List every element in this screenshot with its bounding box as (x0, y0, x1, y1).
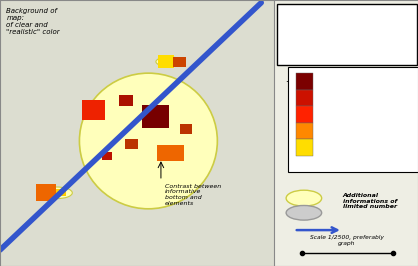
Bar (36, 184, 56, 201)
Bar (56, 189, 66, 196)
Text: Legend:
- With 5 classes,
- Range of only
one color,
- In red
- In order of
decr: Legend: - With 5 classes, - Range of onl… (317, 70, 368, 122)
Bar (296, 139, 313, 156)
Ellipse shape (156, 57, 183, 66)
Bar (125, 139, 138, 149)
Text: -: - (288, 143, 291, 152)
FancyBboxPatch shape (277, 4, 417, 65)
Ellipse shape (286, 190, 321, 206)
Bar (180, 124, 192, 134)
Bar (296, 106, 313, 123)
Bar (157, 145, 184, 161)
Bar (173, 57, 186, 67)
Text: +: + (285, 77, 291, 86)
Bar (102, 152, 112, 160)
Bar (274, 0, 418, 266)
Text: Contrast between
informative
bottom and
elements: Contrast between informative bottom and … (165, 184, 222, 206)
Ellipse shape (41, 187, 72, 199)
Text: Background of
map:
of clear and
"realistic" color: Background of map: of clear and "realist… (6, 8, 60, 35)
Bar (296, 73, 313, 90)
Bar (142, 105, 169, 128)
Text: Additional
informations of
limited number: Additional informations of limited numbe… (343, 193, 397, 209)
Text: Title: in top and not
too far away from
the legend: Title: in top and not too far away from … (309, 20, 385, 49)
Text: Scale 1/2500, preferably
graph: Scale 1/2500, preferably graph (310, 235, 384, 246)
Bar (119, 95, 133, 106)
Bar (82, 100, 104, 120)
Ellipse shape (286, 205, 321, 220)
Bar (296, 123, 313, 139)
Bar (296, 90, 313, 106)
Bar (0, 0, 274, 266)
Ellipse shape (79, 73, 217, 209)
FancyBboxPatch shape (288, 66, 418, 172)
Bar (158, 55, 174, 68)
